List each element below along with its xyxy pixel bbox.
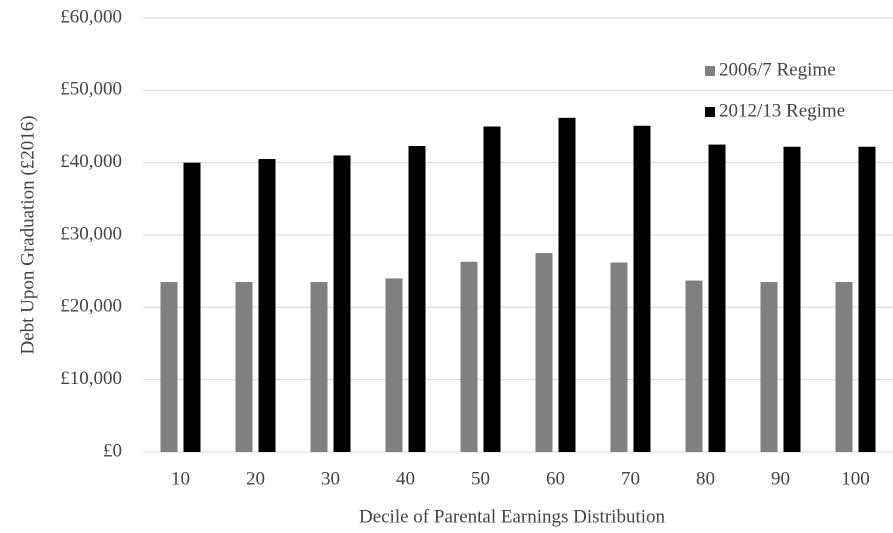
bar [858,146,876,452]
x-tick-label: 80 [696,468,715,489]
bar [310,282,328,452]
x-tick-label: 20 [246,468,265,489]
y-tick-label: £40,000 [60,151,122,172]
y-axis-label: Debt Upon Graduation (£2016) [17,115,38,354]
x-tick-label: 10 [171,468,190,489]
bar [835,282,853,452]
bar [760,282,778,452]
bar [408,146,426,452]
y-tick-label: £10,000 [60,368,122,389]
bar [708,144,726,453]
bar [183,162,201,452]
y-tick-label: £20,000 [60,296,122,317]
bar [483,126,501,452]
legend-label: 2006/7 Regime [719,59,836,80]
bar [685,280,703,452]
bar [633,125,651,452]
bar [385,278,403,452]
x-axis-label: Decile of Parental Earnings Distribution [359,506,666,527]
legend-label: 2012/13 Regime [719,100,845,121]
bar [535,253,553,452]
x-tick-label: 100 [841,468,870,489]
x-tick-label: 30 [321,468,340,489]
bar [333,155,351,452]
bar [610,262,628,452]
x-tick-label: 50 [471,468,490,489]
legend-swatch [705,66,715,76]
bar [235,282,253,452]
bar [160,282,178,452]
y-tick-label: £0 [103,440,122,461]
legend-swatch [705,107,715,117]
x-tick-label: 40 [396,468,415,489]
bar [783,146,801,452]
bar [558,117,576,452]
y-tick-label: £60,000 [60,6,122,27]
y-tick-label: £50,000 [60,79,122,100]
bar [258,159,276,453]
y-tick-label: £30,000 [60,223,122,244]
x-tick-label: 70 [621,468,640,489]
x-tick-label: 60 [546,468,565,489]
x-tick-label: 90 [771,468,790,489]
bar [460,261,478,452]
